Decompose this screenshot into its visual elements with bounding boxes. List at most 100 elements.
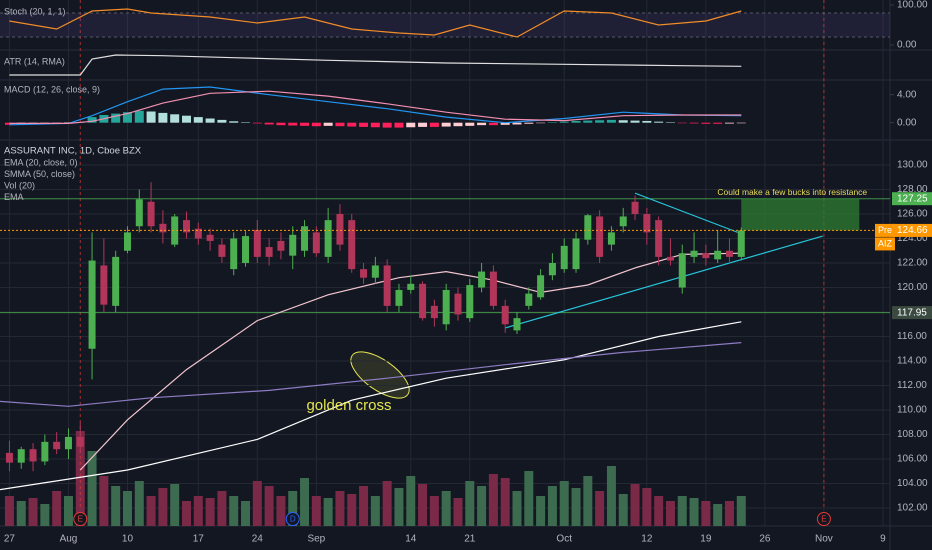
- candle-body: [336, 214, 344, 245]
- candle-body: [230, 238, 238, 270]
- volume-bar: [52, 491, 62, 526]
- candle-body: [29, 449, 37, 462]
- candle-body: [147, 201, 155, 227]
- macd-histogram-bar: [524, 122, 534, 124]
- chart-title: ASSURANT INC, 1D, Cboe BZX: [4, 146, 142, 157]
- candle-body: [560, 245, 568, 270]
- macd-histogram-bar: [87, 117, 97, 123]
- macd-histogram-bar: [370, 122, 380, 128]
- candle-body: [100, 265, 108, 305]
- macd-histogram-bar: [689, 122, 699, 124]
- macd-histogram-bar: [170, 114, 180, 123]
- candle-body: [41, 441, 49, 462]
- x-tick-label: 27: [4, 534, 16, 545]
- x-tick-label: 24: [252, 534, 264, 545]
- macd-histogram-bar: [453, 122, 463, 127]
- candle-body: [501, 305, 509, 325]
- candle-body: [383, 265, 391, 306]
- candle-body: [655, 220, 663, 257]
- volume-bar: [736, 496, 746, 526]
- volume-bar: [724, 501, 734, 526]
- y-tick-label: 114.00: [897, 356, 927, 367]
- volume-bar: [618, 494, 628, 526]
- volume-bar: [559, 481, 569, 526]
- macd-histogram-bar: [583, 120, 593, 123]
- volume-bar: [252, 481, 262, 526]
- panel-title: ATR (14, RMA): [4, 56, 65, 66]
- volume-bar: [99, 476, 109, 526]
- volume-bar: [311, 496, 321, 526]
- macd-histogram-bar: [347, 122, 357, 127]
- volume-bar: [665, 501, 675, 526]
- macd-histogram-bar: [677, 122, 687, 124]
- volume-bar: [642, 488, 652, 526]
- x-tick-label: 14: [405, 534, 417, 545]
- x-tick-label: 9: [880, 534, 886, 545]
- y-tick-label: 4.00: [897, 89, 917, 100]
- volume-bar: [394, 488, 404, 526]
- volume-bar: [477, 486, 487, 526]
- y-tick-label: 126.00: [897, 209, 928, 220]
- pre-label: Pre: [878, 225, 892, 235]
- volume-bar: [583, 476, 593, 526]
- macd-histogram-bar: [193, 117, 203, 123]
- y-tick-label: 0.00: [897, 117, 917, 128]
- y-tick-label: 112.00: [897, 380, 927, 391]
- indicator-line: [0, 321, 742, 491]
- macd-histogram-bar: [63, 122, 73, 123]
- volume-bar: [347, 494, 357, 526]
- volume-bar: [595, 491, 605, 526]
- candle-body: [112, 256, 120, 306]
- volume-bar: [170, 484, 180, 526]
- volume-bar: [111, 486, 121, 526]
- volume-bar: [441, 491, 451, 526]
- indicator-line: [9, 86, 742, 126]
- macd-histogram-bar: [429, 122, 439, 127]
- candle-body: [478, 271, 486, 288]
- macd-histogram-bar: [571, 120, 581, 123]
- volume-bar: [16, 501, 26, 526]
- volume-bar: [453, 498, 463, 526]
- y-tick-label: 110.00: [897, 405, 927, 416]
- macd-histogram-bar: [736, 122, 746, 124]
- candle-body: [265, 247, 273, 257]
- macd-histogram-bar: [536, 122, 546, 124]
- volume-bar: [382, 481, 392, 526]
- panel-title: Stoch (20, 1, 1): [4, 6, 66, 16]
- legend-item: EMA: [4, 192, 24, 202]
- event-marker: [285, 512, 300, 526]
- candle-body: [348, 220, 356, 270]
- target-box: [741, 198, 860, 231]
- candle-body: [242, 236, 250, 263]
- candle-body: [466, 285, 474, 319]
- candle-body: [430, 305, 438, 319]
- macd-histogram-bar: [713, 122, 723, 124]
- x-tick-label: 10: [122, 534, 134, 545]
- level-label: 127.25: [897, 193, 928, 204]
- volume-bar: [4, 496, 14, 526]
- y-tick-label: 116.00: [897, 331, 927, 342]
- candle-body: [123, 232, 131, 251]
- y-tick-label: 106.00: [897, 454, 928, 465]
- volume-bar: [654, 496, 664, 526]
- candle-body: [360, 269, 368, 278]
- candle-body: [596, 216, 604, 257]
- candle-body: [442, 289, 450, 325]
- trendline: [505, 235, 823, 329]
- candle-body: [548, 263, 556, 276]
- volume-bar: [217, 491, 227, 526]
- x-tick-label: 21: [464, 534, 476, 545]
- candle-body: [525, 293, 533, 306]
- volume-bar: [300, 478, 310, 526]
- candle-body: [253, 229, 261, 257]
- y-tick-label: 100.00: [897, 0, 928, 11]
- macd-histogram-bar: [406, 122, 416, 128]
- volume-bar: [122, 491, 132, 526]
- x-tick-label: 19: [700, 534, 712, 545]
- candle-body: [419, 283, 427, 319]
- macd-histogram-bar: [606, 119, 616, 123]
- volume-bar: [500, 478, 510, 526]
- indicator-line: [9, 90, 742, 124]
- volume-bar: [370, 496, 380, 526]
